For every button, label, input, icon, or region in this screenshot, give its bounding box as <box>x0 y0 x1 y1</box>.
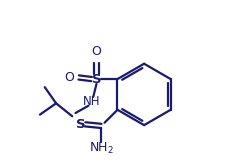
Text: O: O <box>64 71 74 84</box>
Text: S: S <box>91 73 101 86</box>
Text: O: O <box>91 45 101 58</box>
Text: NH: NH <box>82 95 100 108</box>
Text: NH$_2$: NH$_2$ <box>88 141 113 156</box>
Text: S: S <box>75 118 85 131</box>
